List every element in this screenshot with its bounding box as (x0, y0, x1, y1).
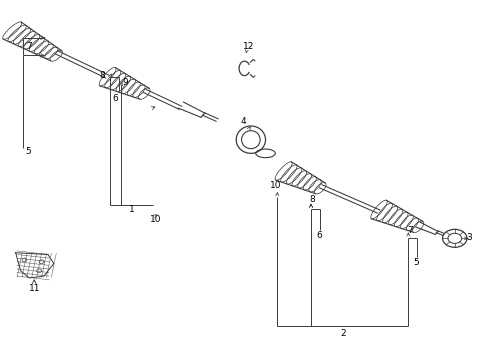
Text: 10: 10 (149, 215, 161, 224)
Text: 9: 9 (122, 78, 128, 87)
Text: 8: 8 (99, 71, 105, 80)
Text: 2: 2 (339, 329, 345, 338)
Text: 10: 10 (269, 181, 281, 190)
Text: 11: 11 (28, 284, 40, 293)
Text: 5: 5 (25, 148, 31, 156)
Text: 3: 3 (466, 233, 471, 242)
Text: 12: 12 (242, 42, 254, 51)
Text: 8: 8 (309, 195, 315, 204)
Text: 7: 7 (406, 226, 412, 235)
Text: 1: 1 (129, 205, 135, 214)
Text: 7: 7 (26, 42, 32, 51)
Text: 4: 4 (240, 117, 245, 126)
Text: 6: 6 (112, 94, 118, 103)
Text: 5: 5 (412, 258, 418, 267)
Text: 6: 6 (315, 231, 321, 240)
